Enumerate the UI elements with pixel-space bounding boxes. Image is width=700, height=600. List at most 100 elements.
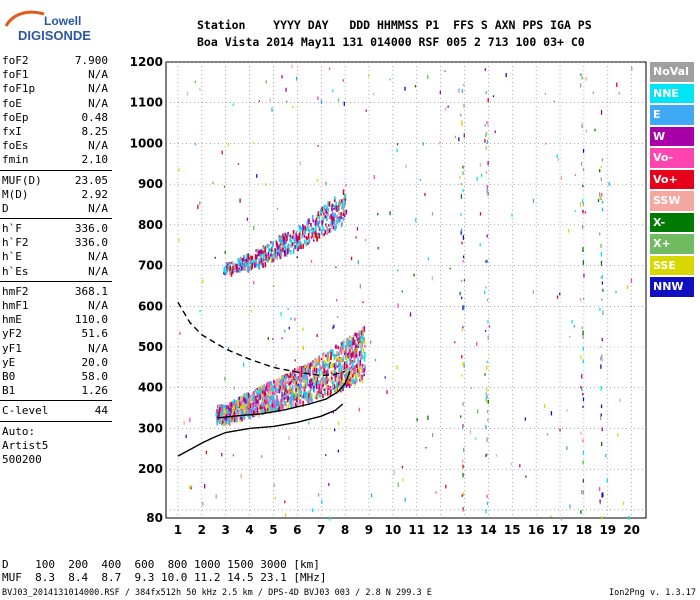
echo-point [295,389,297,395]
echo-point [216,416,219,420]
echo-point [364,351,366,358]
noise-point [463,83,465,87]
echo-point [324,391,326,395]
echo-point [309,391,311,396]
echo-point [335,201,337,207]
noise-point [484,124,486,127]
param-divider [0,218,112,220]
noise-point [265,80,267,84]
echo-point [270,405,272,412]
noise-point [232,103,234,106]
param-value: N/A [88,68,108,82]
echo-point [218,408,221,414]
noise-point [302,327,304,332]
echo-point [224,418,226,422]
noise-point [585,76,587,81]
noise-point [462,305,464,311]
noise-point [568,228,570,233]
echo-point [302,388,305,392]
echo-point [348,343,350,347]
echo-point [343,202,345,209]
param-value: 8.25 [81,124,109,138]
noise-point [397,269,399,272]
echo-point [359,336,362,340]
echo-point [354,358,356,364]
noise-point [311,508,314,513]
echo-point [235,411,237,418]
echo-point [345,209,348,215]
echo-point [242,255,245,258]
echo-point [282,375,285,381]
echo-point [335,219,338,224]
echo-point [278,236,281,243]
noise-point [485,145,487,150]
echo-point [290,403,292,409]
echo-point [349,350,352,353]
echo-point [285,250,288,257]
echo-point [235,405,238,408]
echo-point [352,341,354,346]
echo-point [340,357,343,362]
echo-point [331,213,334,217]
echo-point [361,335,363,341]
noise-point [600,386,602,391]
echo-point [222,417,225,421]
echo-point [322,383,324,387]
noise-point [414,85,417,88]
echo-point [262,246,265,250]
echo-point [355,374,357,379]
echo-point [278,247,280,253]
echo-point [296,387,299,391]
echo-point [231,416,233,419]
echo-point [357,371,359,375]
noise-point [616,82,618,87]
polarization-legend: NoVal NNE E W Vo- Vo+ SSW X- X+ SSE NNW [650,62,694,299]
noise-point [460,296,463,300]
echo-point [220,412,222,418]
echo-point [232,265,235,271]
echo-point [323,368,325,375]
echo-point [271,246,273,253]
noise-point [483,290,486,294]
noise-point [240,474,242,479]
echo-point [268,244,270,248]
noise-point [332,326,334,330]
noise-point [419,179,421,181]
param-value: 336.0 [74,222,108,236]
echo-point [246,392,248,398]
noise-point [292,105,294,108]
echo-point [257,410,259,414]
noise-point [630,278,633,283]
echo-point [323,388,325,391]
echo-point [248,257,250,260]
echo-point [309,371,311,377]
noise-point [546,433,549,436]
echo-point [321,364,324,369]
noise-point [486,409,489,414]
echo-point [344,375,347,380]
noise-point [505,72,507,78]
noise-point [608,181,610,186]
param-row: hmF2 368.1 [0,285,112,299]
noise-point [365,109,367,112]
noise-point [367,74,370,78]
echo-point [302,367,305,372]
noise-point [599,307,601,312]
echo-point [360,341,363,345]
noise-point [581,326,583,330]
echo-point [270,401,273,406]
echo-point [345,356,348,362]
echo-point [303,372,306,378]
echo-point [342,212,345,216]
noise-point [459,291,461,296]
param-value: N/A [88,96,108,110]
noise-point [227,347,230,351]
echo-point [332,364,335,368]
noise-point [487,98,489,103]
echo-point [332,380,334,386]
echo-point [342,355,345,359]
echo-point [326,206,328,211]
noise-point [342,79,345,82]
profile-dashed-curve [177,301,346,377]
noise-point [600,276,602,279]
